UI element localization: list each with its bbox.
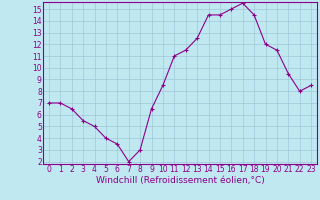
- X-axis label: Windchill (Refroidissement éolien,°C): Windchill (Refroidissement éolien,°C): [96, 176, 264, 185]
